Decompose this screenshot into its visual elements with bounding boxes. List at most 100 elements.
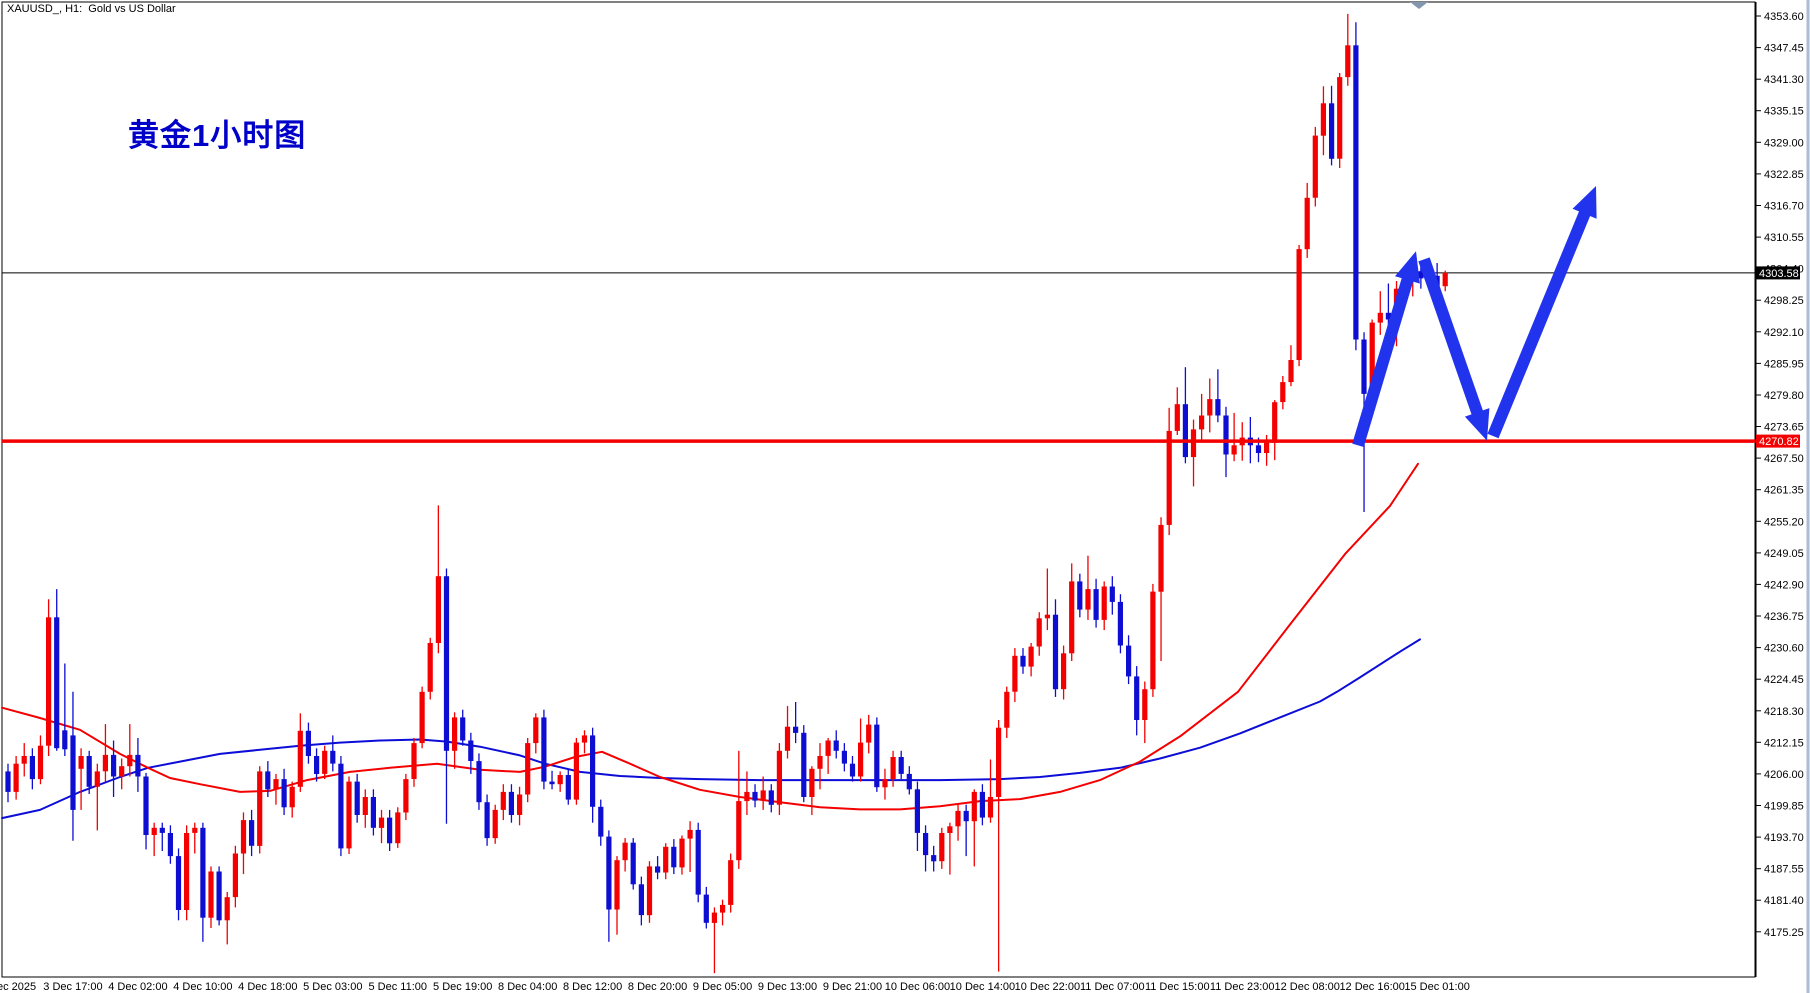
time-tick-label: 10 Dec 14:00 bbox=[950, 981, 1015, 993]
candle-body bbox=[1255, 445, 1262, 453]
time-tick-label: 4 Dec 02:00 bbox=[108, 981, 167, 993]
candle-body bbox=[1061, 653, 1067, 690]
candle-body bbox=[825, 740, 831, 756]
price-tick-label: 4261.35 bbox=[1764, 485, 1804, 497]
candle-body bbox=[1264, 442, 1270, 453]
candle-body bbox=[281, 779, 287, 808]
candle-body bbox=[1109, 586, 1115, 602]
candle-body bbox=[127, 754, 133, 767]
candle-body bbox=[833, 740, 839, 751]
candles-layer bbox=[5, 13, 1448, 974]
candle-body bbox=[167, 833, 173, 857]
trend-arrow-head-3[interactable] bbox=[1572, 186, 1597, 219]
candle-body bbox=[728, 860, 734, 905]
candle-body bbox=[549, 781, 555, 785]
candle-body bbox=[1020, 655, 1026, 667]
candle-body bbox=[622, 842, 628, 861]
candle-body bbox=[565, 775, 571, 800]
candle-body bbox=[979, 791, 985, 818]
price-tick-label: 4224.45 bbox=[1764, 674, 1804, 686]
candle-body bbox=[987, 797, 994, 818]
candle-body bbox=[736, 801, 742, 861]
candle-body bbox=[866, 724, 872, 743]
candle-body bbox=[500, 791, 506, 810]
candle-body bbox=[720, 904, 726, 913]
price-tick-label: 4322.85 bbox=[1764, 169, 1804, 181]
candle-body bbox=[370, 797, 376, 828]
candle-body bbox=[1012, 655, 1018, 692]
time-tick-label: 8 Dec 20:00 bbox=[628, 981, 687, 993]
candle-body bbox=[1069, 581, 1075, 654]
candle-body bbox=[1312, 135, 1318, 198]
candle-body bbox=[939, 833, 945, 862]
price-tick-label: 4329.00 bbox=[1764, 137, 1804, 149]
trend-arrow-head-1[interactable] bbox=[1395, 251, 1420, 284]
price-tick-label: 4335.15 bbox=[1764, 106, 1804, 118]
candle-body bbox=[1126, 645, 1132, 677]
candle-body bbox=[62, 730, 68, 750]
support-price-label bbox=[1756, 434, 1800, 448]
time-axis[interactable]: 3 Dec 2025 3 Dec 17:00 4 Dec 02:00 4 Dec 10… bbox=[0, 981, 1470, 993]
price-tick-label: 4230.60 bbox=[1764, 643, 1804, 655]
price-tick-label: 4206.00 bbox=[1764, 769, 1804, 781]
candle-body bbox=[70, 735, 76, 810]
scroll-marker-icon bbox=[1410, 2, 1428, 9]
candle-body bbox=[21, 756, 27, 764]
candle-body bbox=[208, 871, 214, 918]
price-tick-label: 4255.20 bbox=[1764, 516, 1804, 528]
candle-body bbox=[1320, 103, 1326, 136]
candle-body bbox=[525, 743, 531, 795]
time-tick-label: 5 Dec 19:00 bbox=[433, 981, 492, 993]
trend-arrows[interactable] bbox=[1352, 186, 1597, 448]
candle-body bbox=[809, 768, 815, 797]
price-tick-label: 4298.25 bbox=[1764, 295, 1804, 307]
candle-body bbox=[200, 827, 206, 918]
candle-body bbox=[1077, 581, 1083, 610]
candle-body bbox=[322, 750, 328, 774]
candle-body bbox=[711, 912, 717, 923]
candle-body bbox=[1353, 45, 1359, 340]
price-axis[interactable]: 4353.60 4347.45 4341.30 4335.15 4329.00 4322.… bbox=[1755, 2, 1804, 977]
candle-body bbox=[1174, 404, 1180, 431]
candle-body bbox=[614, 860, 620, 910]
candle-body bbox=[54, 617, 60, 749]
candle-body bbox=[1385, 312, 1391, 320]
candle-body bbox=[752, 791, 758, 801]
candle-body bbox=[119, 766, 125, 777]
candle-body bbox=[947, 826, 953, 833]
time-tick-label: 4 Dec 18:00 bbox=[238, 981, 297, 993]
trend-arrow-shaft-3[interactable] bbox=[1487, 204, 1594, 439]
candle-body bbox=[257, 771, 263, 846]
price-tick-label: 4347.45 bbox=[1764, 43, 1804, 55]
candle-body bbox=[1093, 589, 1099, 620]
candle-body bbox=[289, 786, 295, 808]
price-tick-label: 4218.30 bbox=[1764, 706, 1804, 718]
candle-body bbox=[533, 717, 539, 744]
candle-body bbox=[427, 643, 433, 692]
candle-body bbox=[914, 789, 920, 833]
price-tick-label: 4316.70 bbox=[1764, 201, 1804, 213]
candle-body bbox=[387, 817, 393, 844]
price-tick-label: 4285.95 bbox=[1764, 358, 1804, 370]
candle-body bbox=[452, 717, 458, 751]
trend-arrow-shaft-1[interactable] bbox=[1352, 270, 1416, 448]
candle-body bbox=[890, 757, 896, 780]
price-tick-label: 4236.75 bbox=[1764, 611, 1804, 623]
trend-arrow-head-2[interactable] bbox=[1464, 408, 1490, 441]
candle-body bbox=[1304, 197, 1310, 250]
time-tick-label: 8 Dec 04:00 bbox=[498, 981, 557, 993]
candle-body bbox=[955, 810, 961, 827]
price-tick-label: 4242.90 bbox=[1764, 579, 1804, 591]
candle-body bbox=[346, 781, 352, 849]
candle-body bbox=[776, 750, 782, 805]
candle-body bbox=[598, 806, 604, 837]
candle-body bbox=[695, 829, 701, 895]
trend-arrow-shaft-2[interactable] bbox=[1418, 257, 1486, 422]
candle-body bbox=[354, 781, 360, 815]
price-tick-label: 4249.05 bbox=[1764, 548, 1804, 560]
candle-body bbox=[1158, 524, 1164, 592]
candle-body bbox=[460, 717, 466, 741]
candle-body bbox=[249, 820, 255, 846]
